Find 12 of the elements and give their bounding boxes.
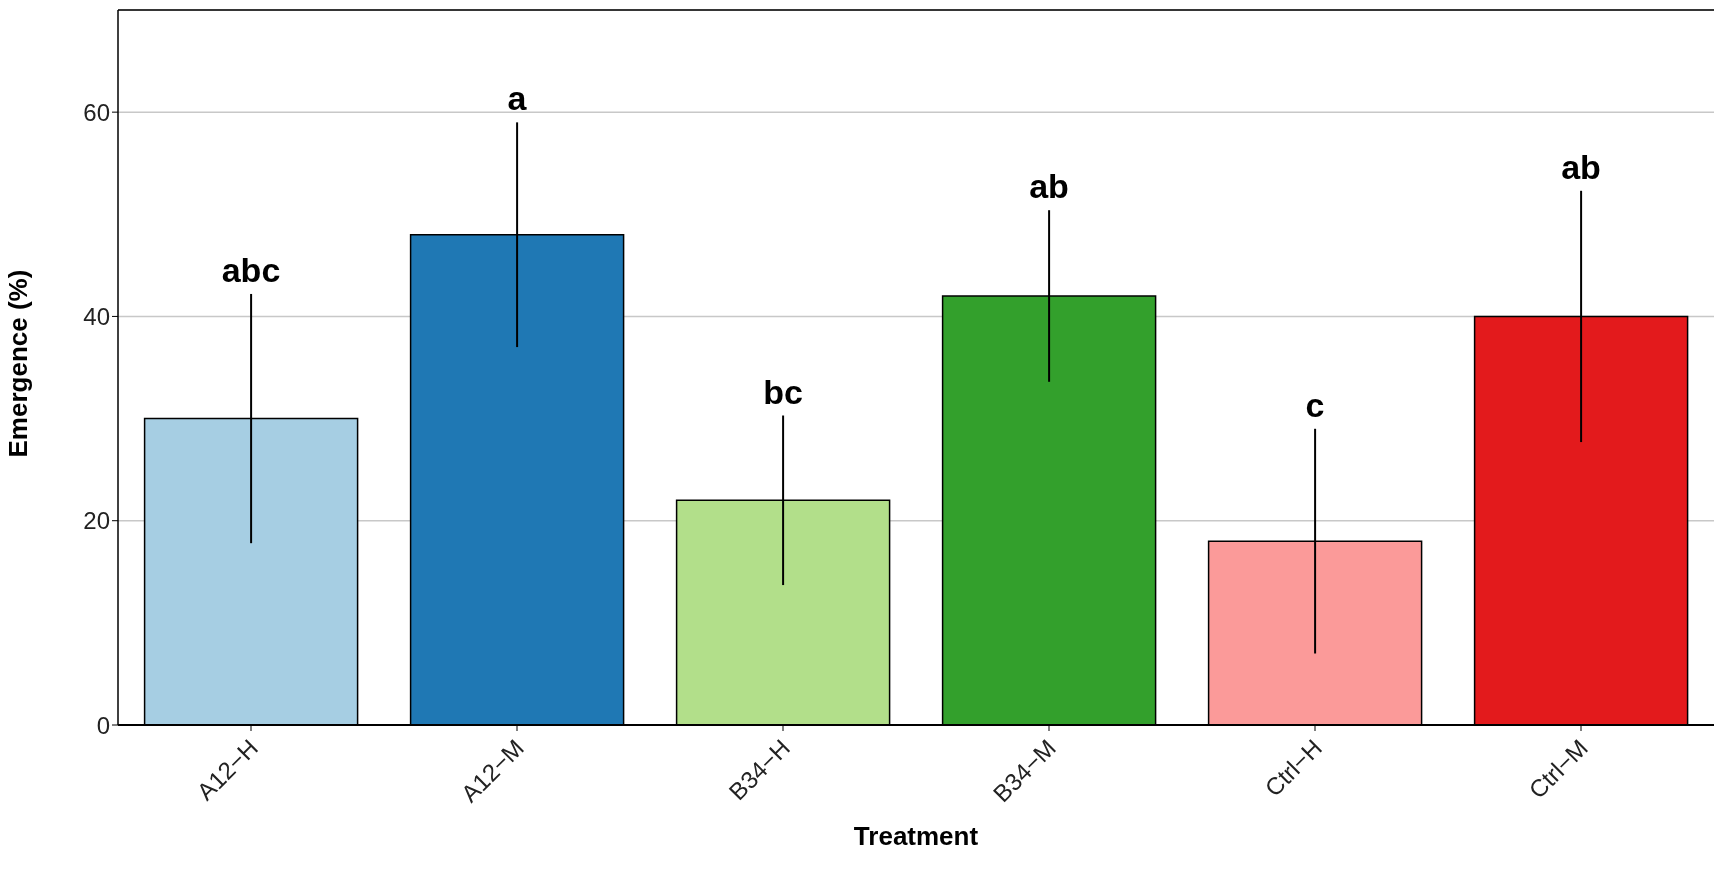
annotation: bc — [763, 372, 803, 411]
annotation: ab — [1561, 147, 1601, 186]
x-axis-title: Treatment — [853, 821, 979, 851]
y-tick-label: 60 — [83, 98, 110, 126]
annotation: a — [507, 79, 528, 118]
y-tick-label: 0 — [96, 711, 110, 739]
y-axis-title: Emergence (%) — [3, 269, 34, 458]
annotation: ab — [1029, 167, 1069, 206]
y-tick-label: 40 — [83, 302, 110, 330]
annotation: abc — [221, 250, 281, 289]
annotation: c — [1305, 385, 1325, 424]
y-tick-label: 20 — [83, 507, 110, 535]
